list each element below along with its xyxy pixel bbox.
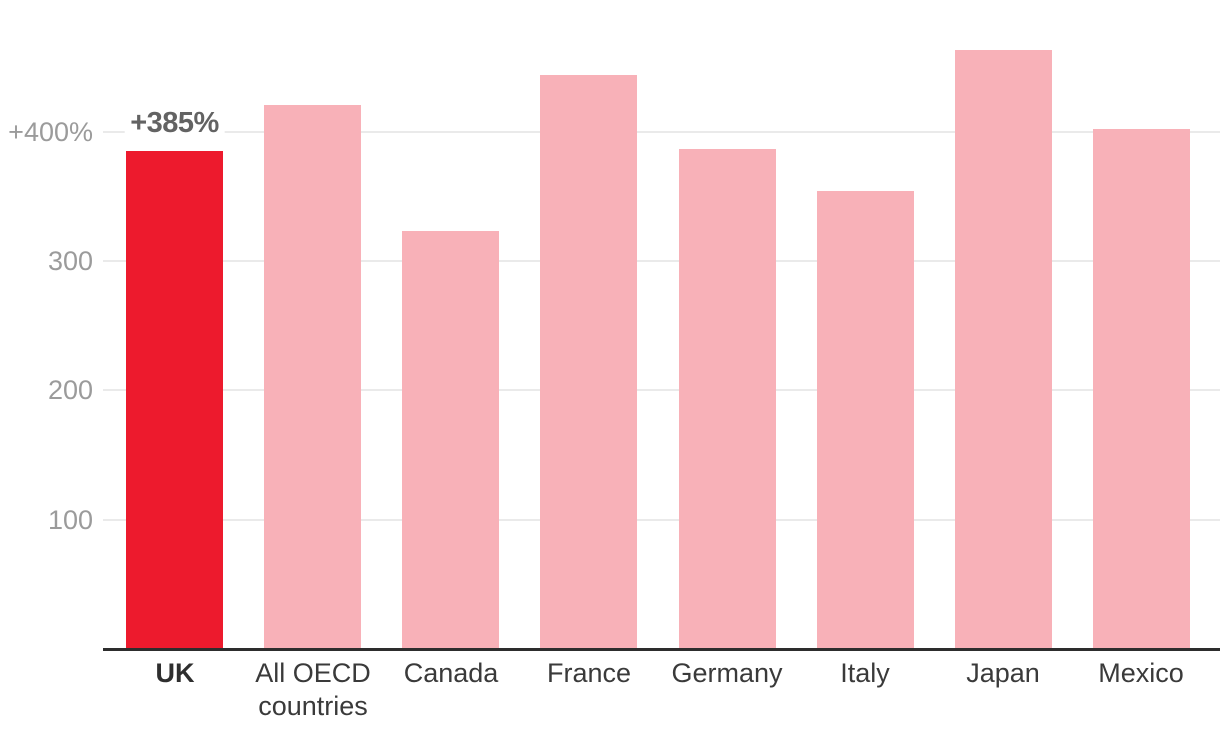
y-tick-label-400: +400%	[8, 116, 93, 147]
bar-uk	[126, 151, 223, 649]
bar-japan	[955, 50, 1052, 649]
bar-mexico	[1093, 129, 1190, 649]
x-tick-label-canada: Canada	[403, 658, 499, 688]
bar-france	[540, 74, 637, 649]
bar-germany	[679, 148, 776, 649]
bar-italy	[817, 191, 914, 649]
x-tick-label-italy: Italy	[840, 658, 890, 688]
gridline-400	[103, 130, 1220, 133]
x-tick-label-germany: Germany	[671, 658, 783, 688]
x-tick-label-france: France	[546, 658, 632, 688]
y-tick-label-100: 100	[47, 504, 93, 535]
x-tick-label-all-oecd-countries: All OECD countries	[255, 658, 371, 721]
y-tick-label-200: 200	[47, 375, 93, 406]
gridline-100	[103, 518, 1220, 521]
bar-all-oecd-countries	[264, 104, 361, 649]
gridline-200	[103, 389, 1220, 392]
x-tick-label-uk: UK	[155, 658, 195, 688]
gridline-300	[103, 260, 1220, 263]
bar-canada	[402, 231, 499, 649]
x-tick-label-mexico: Mexico	[1098, 658, 1184, 688]
highlight-value-label: +385%	[124, 106, 225, 141]
x-tick-label-japan: Japan	[966, 658, 1040, 688]
y-tick-label-300: 300	[47, 246, 93, 277]
x-axis-line	[103, 648, 1220, 651]
